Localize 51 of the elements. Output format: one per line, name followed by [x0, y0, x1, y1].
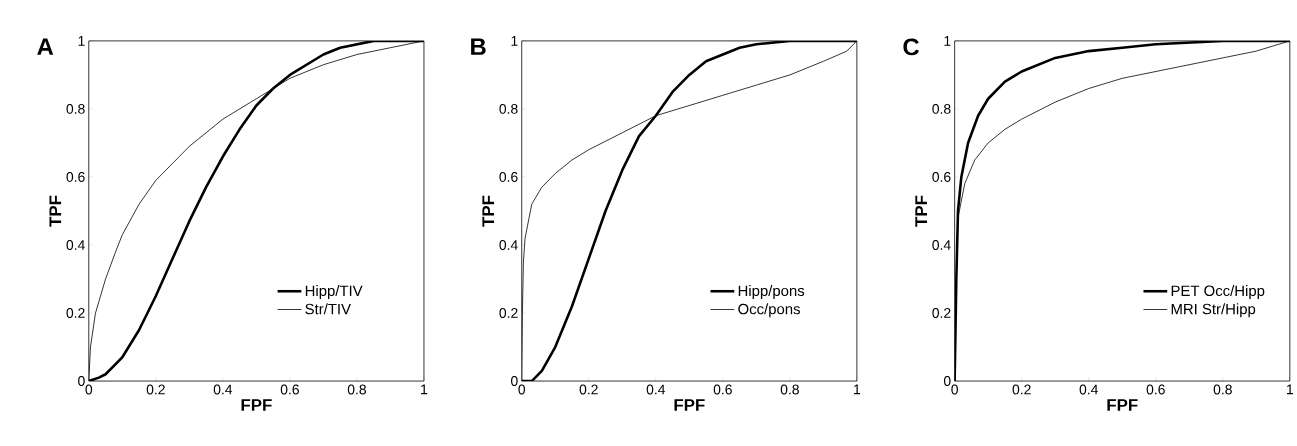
x-tick-label: 0.8	[347, 384, 366, 395]
x-tick-label: 0.2	[579, 384, 598, 395]
x-tick-label: 1	[421, 384, 428, 395]
x-tick-label: 0.6	[713, 384, 732, 395]
legend-label: Occ/pons	[738, 303, 800, 318]
y-axis-title: TPF	[49, 195, 62, 227]
y-axis-title: TPF	[915, 195, 927, 227]
chart-title: A	[37, 38, 54, 55]
y-tick-label: 0.6	[66, 172, 85, 182]
y-tick-label: 0	[78, 376, 85, 387]
y-tick-label: 0.8	[932, 104, 951, 114]
y-tick-label: 0.4	[932, 240, 951, 250]
legend-label: Str/TIV	[305, 303, 351, 315]
legend-label: Hipp/TIV	[305, 285, 363, 300]
y-tick-label: 0.8	[499, 104, 518, 114]
y-tick-label: 1	[78, 36, 85, 46]
y-tick-label: 0.4	[66, 240, 85, 250]
y-axis-title: TPF	[482, 195, 495, 227]
y-tick-label: 1	[511, 36, 518, 46]
y-tick-label: 0	[943, 376, 951, 387]
x-tick-label: 0.8	[780, 384, 799, 395]
x-tick-label: 0.6	[280, 384, 299, 395]
chart-title: B	[471, 38, 486, 55]
x-tick-label: 0.4	[213, 384, 233, 395]
x-tick-label: 1	[854, 384, 861, 395]
y-tick-label: 0.6	[932, 172, 951, 182]
y-tick-label: 0	[511, 376, 518, 387]
x-tick-label: 1	[1287, 384, 1294, 395]
x-tick-label: 0	[518, 384, 526, 395]
chart-title: C	[903, 38, 920, 56]
x-tick-label: 0.2	[1012, 384, 1031, 395]
x-axis-title: FPF	[241, 399, 272, 411]
y-tick-label: 0.2	[499, 308, 518, 318]
legend-label: MRI Str/Hipp	[1171, 303, 1256, 318]
x-axis-title: FPF	[1107, 399, 1138, 411]
x-tick-label: 0.6	[1146, 384, 1165, 395]
x-tick-label: 0.8	[1213, 384, 1232, 395]
x-tick-label: 0	[951, 384, 958, 395]
x-tick-label: 0.4	[1079, 384, 1098, 395]
x-tick-label: 0.4	[646, 384, 666, 395]
x-tick-label: 0.2	[146, 384, 165, 395]
legend-label: Hipp/pons	[738, 285, 805, 300]
y-tick-label: 0.2	[932, 308, 951, 318]
y-tick-label: 0.6	[499, 172, 518, 182]
y-tick-label: 0.4	[499, 240, 518, 250]
legend-label: PET Occ/Hipp	[1171, 285, 1265, 300]
y-tick-label: 0.2	[66, 308, 85, 318]
x-tick-label: 0	[85, 384, 93, 395]
y-tick-label: 1	[944, 36, 951, 46]
y-tick-label: 0.8	[66, 104, 85, 114]
x-axis-title: FPF	[674, 399, 705, 411]
